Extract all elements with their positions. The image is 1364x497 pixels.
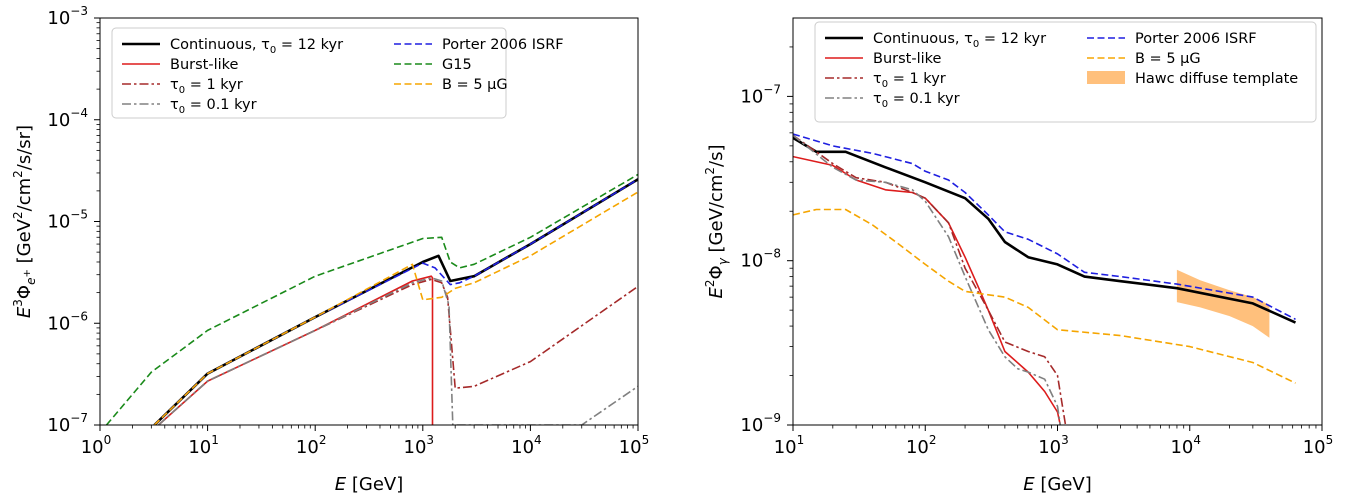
series-line-1 [157, 275, 434, 425]
legend-label: G15 [442, 57, 472, 73]
chart-right: 101 102 103 104 105 10−9 10−8 10−7 E [GeV] E2Φγ [… [703, 17, 1334, 495]
legend-label: B = 5 μG [442, 77, 508, 93]
y-axis-label: E2Φγ [GeV/cm2/s] [703, 145, 730, 299]
x-tick-label: 101 [774, 433, 805, 458]
legend-label: Hawc diffuse template [1135, 71, 1298, 87]
y-axis-label: E3Φe+ [GeV2/cm2/s/sr] [11, 125, 38, 318]
series-line-6 [153, 191, 638, 425]
y-tick-label: 10−5 [47, 208, 88, 233]
legend-label: Porter 2006 ISRF [1135, 31, 1257, 47]
legend-frame [111, 27, 507, 119]
series-line-2 [793, 134, 1067, 425]
series-line-4 [793, 133, 1296, 321]
series-line-4 [153, 178, 638, 425]
series-line-5 [793, 208, 1296, 384]
series-line-3 [793, 134, 1062, 425]
y-tick-label: 10−3 [47, 4, 88, 29]
series-line-1 [793, 155, 1062, 425]
x-tick-label: 102 [296, 433, 327, 458]
x-tick-label: 105 [1303, 433, 1334, 458]
y-tick-label: 10−8 [740, 247, 781, 272]
x-tick-label: 104 [1170, 433, 1201, 458]
series-line-3 [157, 277, 638, 425]
x-tick-label: 105 [619, 433, 650, 458]
x-tick-label: 103 [404, 433, 435, 458]
legend-label: Burst-like [873, 51, 942, 67]
legend-label: Burst-like [170, 57, 239, 73]
plot-area [793, 133, 1297, 425]
series-line-0 [793, 136, 1297, 324]
legend-label: τ0 = 0.1 kyr [873, 91, 960, 110]
y-tick-label: 10−9 [740, 411, 781, 436]
legend-swatch [1087, 71, 1125, 84]
x-tick-label: 104 [511, 433, 542, 458]
legend-label: Porter 2006 ISRF [442, 37, 564, 53]
x-axis-label: E [GeV] [1023, 474, 1091, 495]
plot-area [105, 173, 638, 425]
y-tick-label: 10−4 [47, 106, 88, 131]
legend-frame [814, 21, 1317, 123]
y-tick-label: 10−6 [47, 309, 88, 334]
legend-label: B = 5 μG [1135, 51, 1201, 67]
y-tick-label: 10−7 [47, 411, 88, 436]
y-tick-label: 10−7 [740, 82, 781, 107]
series-line-5 [105, 173, 638, 425]
legend-label: τ0 = 1 kyr [170, 77, 243, 96]
legend-label: τ0 = 1 kyr [873, 71, 946, 90]
series-line-2 [157, 278, 638, 425]
x-tick-label: 102 [906, 433, 937, 458]
legend-label: Continuous, τ0 = 12 kyr [170, 37, 343, 56]
x-tick-label: 100 [81, 433, 112, 458]
legend-label: Continuous, τ0 = 12 kyr [873, 31, 1046, 50]
x-tick-label: 101 [188, 433, 219, 458]
band-hawc-diffuse [1176, 269, 1270, 338]
x-axis-label: E [GeV] [335, 474, 403, 495]
x-tick-label: 103 [1038, 433, 1069, 458]
chart-left: 100 101 102 103 104 105 10−7 10−6 10−5 10−4 10−3 E … [11, 4, 649, 495]
legend-label: τ0 = 0.1 kyr [170, 97, 257, 116]
